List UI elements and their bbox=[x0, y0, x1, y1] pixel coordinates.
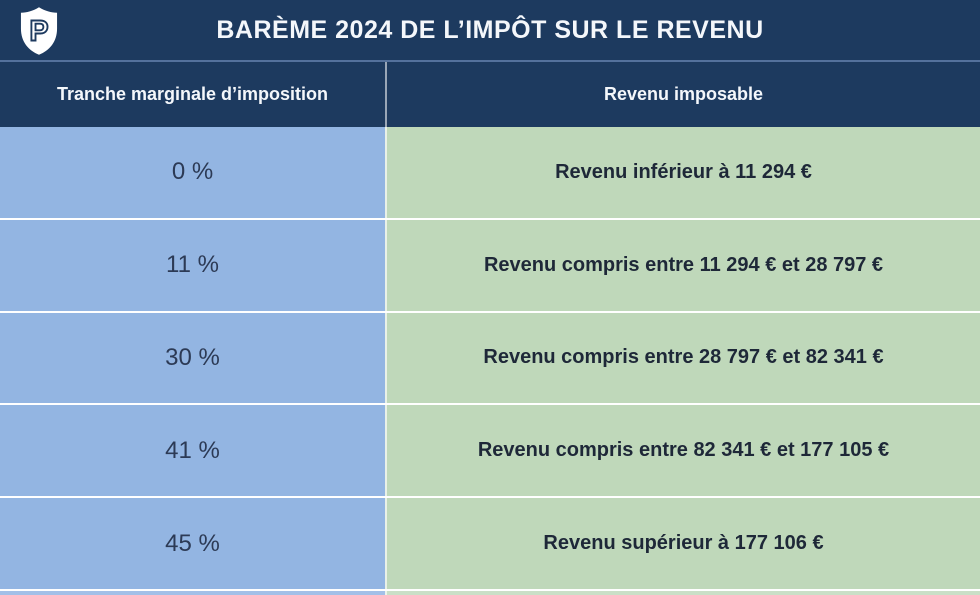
table-row: 30 % Revenu compris entre 28 797 € et 82… bbox=[0, 310, 980, 404]
rate-cell: 11 % bbox=[0, 219, 385, 311]
table-row: 0 % Revenu inférieur à 11 294 € bbox=[0, 127, 980, 218]
column-header-revenu-imposable: Revenu imposable bbox=[385, 62, 980, 127]
shield-p-logo-icon: P bbox=[20, 6, 58, 56]
income-cell: Revenu compris entre 11 294 € et 28 797 … bbox=[385, 219, 980, 311]
page-title: BARÈME 2024 DE L’IMPÔT SUR LE REVENU bbox=[216, 15, 764, 44]
rate-cell: 45 % bbox=[0, 498, 385, 589]
rate-cell: 30 % bbox=[0, 312, 385, 404]
table-row: 45 % Revenu supérieur à 177 106 € bbox=[0, 496, 980, 589]
table-bottom-strip bbox=[0, 588, 980, 595]
bottom-strip-right bbox=[385, 590, 980, 595]
table-header-row: Tranche marginale d’imposition Revenu im… bbox=[0, 62, 980, 127]
income-cell: Revenu inférieur à 11 294 € bbox=[385, 127, 980, 218]
column-header-tranche-marginale: Tranche marginale d’imposition bbox=[56, 84, 329, 104]
rate-cell: 0 % bbox=[0, 127, 385, 218]
table-body: 0 % Revenu inférieur à 11 294 € 11 % Rev… bbox=[0, 127, 980, 595]
income-cell: Revenu supérieur à 177 106 € bbox=[385, 498, 980, 589]
table-row: 41 % Revenu compris entre 82 341 € et 17… bbox=[0, 403, 980, 497]
title-bar: P BARÈME 2024 DE L’IMPÔT SUR LE REVENU bbox=[0, 0, 980, 62]
income-cell: Revenu compris entre 28 797 € et 82 341 … bbox=[385, 312, 980, 404]
income-cell: Revenu compris entre 82 341 € et 177 105… bbox=[385, 405, 980, 497]
rate-cell: 41 % bbox=[0, 405, 385, 497]
logo-letter: P bbox=[29, 16, 48, 48]
table-row: 11 % Revenu compris entre 11 294 € et 28… bbox=[0, 217, 980, 311]
bottom-strip-left bbox=[0, 590, 385, 595]
